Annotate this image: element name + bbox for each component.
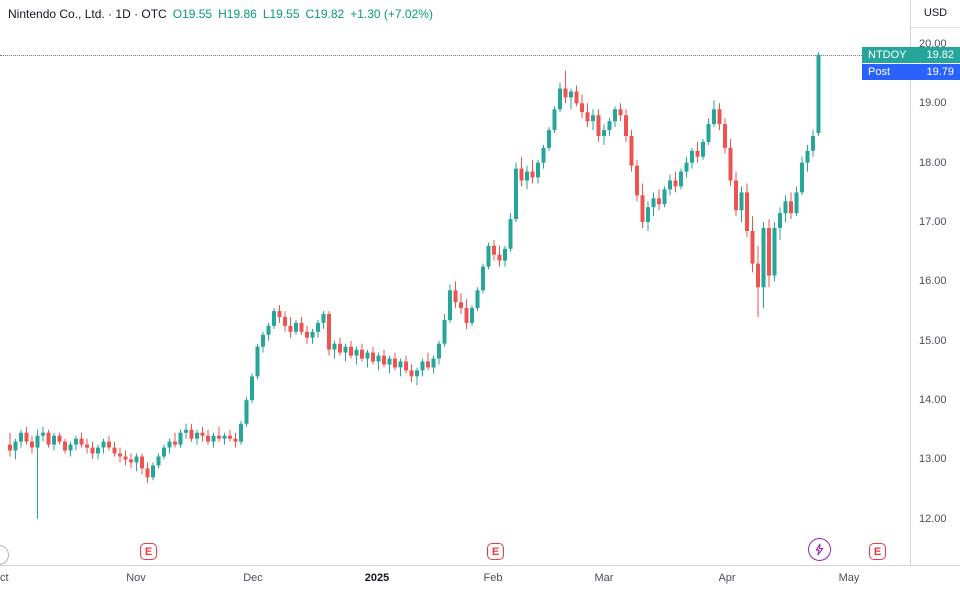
price-tick-label: 15.00 [919,334,947,347]
time-tick-label: May [838,572,860,584]
current-price-line [0,54,910,56]
price-axis[interactable]: USD 20.00 19.00 18.00 17.00 16.00 15.00 14.00 1… [911,0,960,565]
price-tick-label: 12.00 [919,512,947,525]
ohlc-open: O19.55 [172,7,213,21]
last-price-badge-symbol: NTDOY [868,49,907,61]
time-axis[interactable]: ct Nov Dec 2025 Feb Mar Apr May [0,566,960,591]
price-tick-label: 13.00 [919,453,947,466]
earnings-icon: E [491,545,500,558]
currency-label: USD [923,7,948,19]
earnings-marker-feb[interactable]: E [487,543,504,560]
time-tick-label: Dec [243,572,263,584]
time-axis-divider [0,565,960,566]
chart-canvas[interactable] [0,0,910,565]
ohlc-high: H19.86 [218,7,257,21]
price-axis-divider [910,0,911,591]
candlestick-series [8,52,821,519]
time-tick-label: Nov [126,572,146,584]
time-tick-label: Mar [594,572,614,584]
price-tick-label: 16.00 [919,275,947,288]
price-tick-label: 17.00 [919,216,947,229]
ohlc-low: L19.55 [262,7,300,21]
price-tick-label: 19.00 [919,97,947,110]
symbol-title[interactable]: Nintendo Co., Ltd. · 1D · OTC [8,7,167,21]
earnings-icon: E [873,545,882,558]
earnings-marker-may[interactable]: E [869,543,886,560]
lightning-bolt-icon [815,543,824,556]
ohlc-close: C19.82 [305,7,345,21]
last-price-badge: NTDOY 19.82 [862,47,960,63]
time-tick-label: ct [0,572,9,584]
post-market-badge-label: Post [868,66,891,78]
price-tick-label: 14.00 [919,394,947,407]
earnings-marker-nov[interactable]: E [140,543,157,560]
price-change: +1.30 (+7.02%) [350,7,433,21]
currency-divider [911,27,960,28]
earnings-icon: E [144,545,153,558]
symbol-legend[interactable]: Nintendo Co., Ltd. · 1D · OTC O19.55 H19… [8,7,433,21]
time-tick-label: 2025 [364,572,390,584]
extended-hours-marker[interactable] [808,538,831,561]
post-market-badge: Post 19.79 [862,64,960,80]
price-tick-label: 18.00 [919,156,947,169]
last-price-badge-value: 19.82 [926,49,954,61]
time-tick-label: Feb [483,572,503,584]
time-tick-label: Apr [718,572,736,584]
post-market-badge-value: 19.79 [926,66,954,78]
